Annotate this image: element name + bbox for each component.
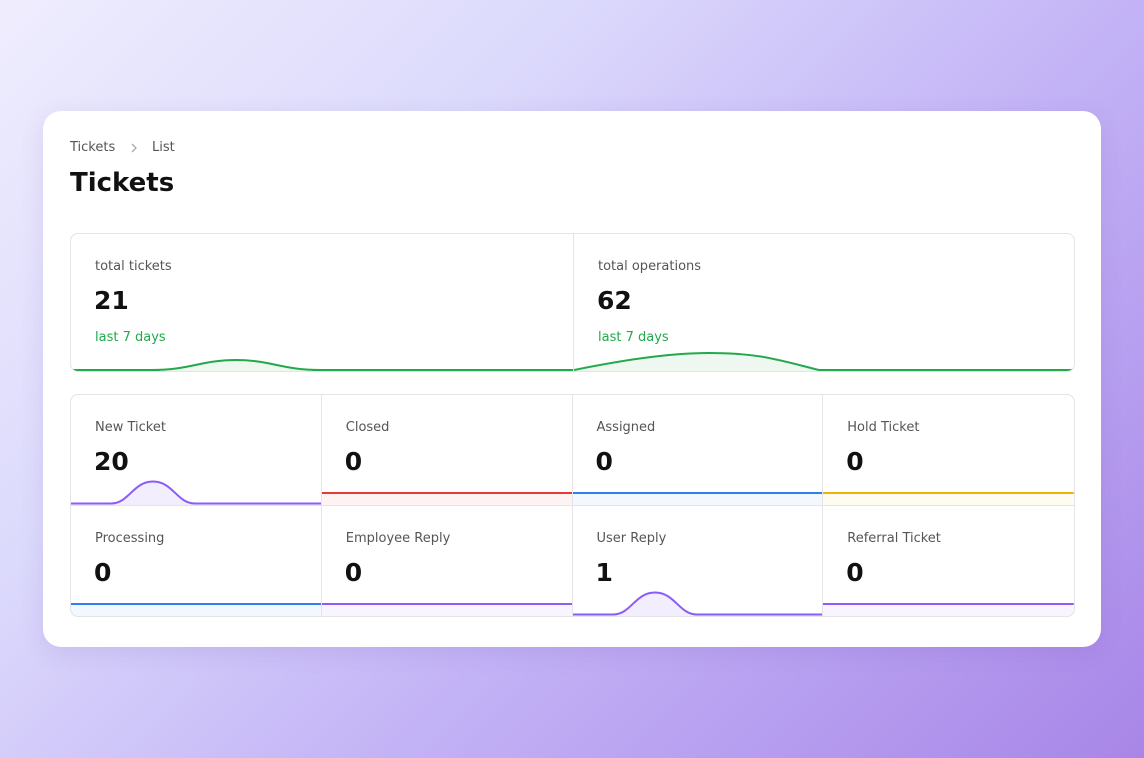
sparkline [574, 351, 1074, 371]
summary-box: total tickets 21 last 7 days total opera… [70, 233, 1075, 372]
stat-label: User Reply [596, 530, 667, 546]
stat-card: Hold Ticket 0 [823, 395, 1074, 506]
sparkline [572, 590, 823, 616]
summary-card: total operations 62 last 7 days [574, 234, 1074, 371]
sparkline-area [572, 494, 823, 505]
stat-label: Hold Ticket [847, 420, 920, 435]
stat-card: Employee Reply 0 [321, 505, 573, 616]
sparkline [823, 492, 1074, 505]
stats-grid: New Ticket 20 Closed 0 Assigned 0 Hold Ticket 0… [70, 394, 1075, 617]
stat-value: 0 [595, 447, 613, 476]
stat-card: New Ticket 20 [71, 395, 322, 506]
summary-label: total tickets [95, 259, 172, 274]
summary-period: last 7 days [95, 330, 166, 345]
sparkline [321, 492, 572, 505]
sparkline [71, 358, 573, 371]
stat-value: 0 [846, 447, 864, 476]
breadcrumb-link[interactable]: Tickets [70, 140, 116, 155]
summary-value: 21 [94, 286, 129, 315]
sparkline-area [823, 494, 1074, 505]
stat-label: Referral Ticket [847, 530, 941, 546]
sparkline [71, 602, 321, 616]
stat-card: Referral Ticket 0 [823, 506, 1074, 616]
page-title: Tickets [70, 168, 175, 198]
stat-value: 1 [595, 557, 613, 587]
stat-value: 0 [344, 447, 363, 476]
sparkline [321, 602, 572, 616]
stat-card: Processing 0 [71, 505, 322, 616]
sparkline-line [572, 590, 823, 615]
sparkline-area [572, 592, 823, 616]
stat-value: 20 [94, 447, 129, 476]
sparkline-area [321, 494, 572, 505]
sparkline-area [71, 481, 321, 505]
summary-label: total operations [598, 259, 702, 274]
sparkline [823, 602, 1074, 616]
stat-value: 0 [846, 557, 864, 587]
stat-label: Processing [95, 530, 165, 546]
stat-card: User Reply 1 [572, 505, 824, 616]
summary-card: total tickets 21 last 7 days [71, 234, 574, 371]
stat-value: 0 [94, 557, 112, 587]
breadcrumb-current: List [152, 140, 175, 155]
stat-value: 0 [344, 557, 363, 587]
stat-label: Assigned [596, 420, 656, 435]
stat-label: Employee Reply [345, 530, 451, 546]
sparkline-area [321, 604, 572, 616]
sparkline-area [823, 604, 1074, 616]
sparkline-area [71, 604, 321, 616]
stat-label: Closed [345, 420, 390, 435]
summary-value: 62 [597, 286, 632, 315]
sparkline [71, 480, 321, 505]
stat-card: Closed 0 [321, 395, 573, 506]
summary-period: last 7 days [598, 330, 669, 345]
sparkline-line [71, 480, 321, 505]
stat-card: Assigned 0 [572, 395, 824, 506]
sparkline [572, 492, 823, 505]
breadcrumb-separator [131, 143, 137, 153]
stat-label: New Ticket [95, 420, 166, 435]
